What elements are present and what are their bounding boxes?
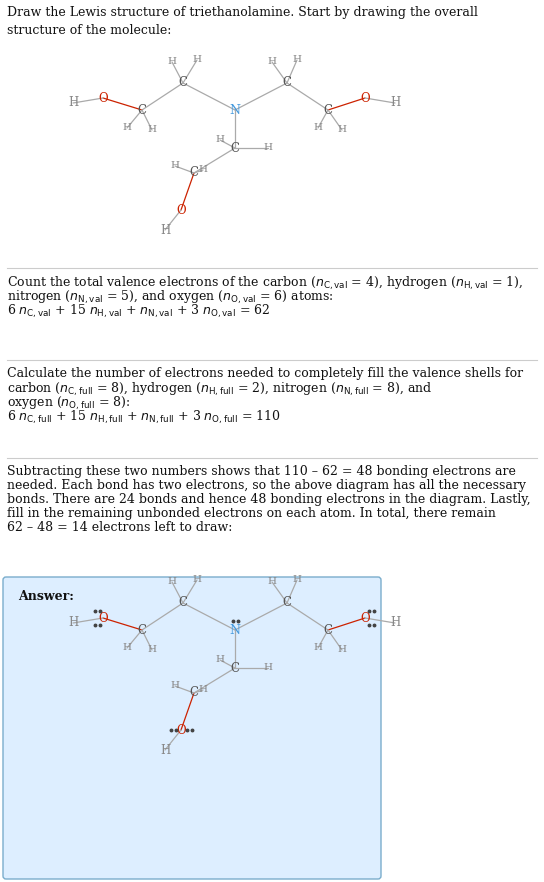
Text: H: H bbox=[313, 123, 323, 132]
Text: H: H bbox=[160, 744, 170, 757]
Text: C: C bbox=[138, 624, 146, 637]
Text: Draw the Lewis structure of triethanolamine. Start by drawing the overall
struct: Draw the Lewis structure of triethanolam… bbox=[7, 6, 478, 36]
Text: O: O bbox=[98, 92, 108, 104]
Text: C: C bbox=[324, 103, 332, 116]
FancyBboxPatch shape bbox=[3, 577, 381, 879]
Text: bonds. There are 24 bonds and hence 48 bonding electrons in the diagram. Lastly,: bonds. There are 24 bonds and hence 48 b… bbox=[7, 493, 530, 506]
Text: C: C bbox=[189, 167, 199, 180]
Text: Subtracting these two numbers shows that 110 – 62 = 48 bonding electrons are: Subtracting these two numbers shows that… bbox=[7, 465, 516, 478]
Text: H: H bbox=[215, 655, 225, 664]
Text: H: H bbox=[147, 646, 157, 654]
Text: C: C bbox=[231, 662, 239, 675]
Text: H: H bbox=[193, 56, 201, 64]
Text: H: H bbox=[215, 136, 225, 145]
Text: H: H bbox=[390, 96, 400, 109]
Text: H: H bbox=[268, 578, 276, 587]
Text: C: C bbox=[231, 141, 239, 154]
Text: H: H bbox=[337, 125, 347, 134]
Text: H: H bbox=[168, 578, 176, 587]
Text: H: H bbox=[390, 617, 400, 630]
Text: carbon ($n_{\mathrm{C,full}}$ = 8), hydrogen ($n_{\mathrm{H,full}}$ = 2), nitrog: carbon ($n_{\mathrm{C,full}}$ = 8), hydr… bbox=[7, 381, 432, 398]
Text: C: C bbox=[282, 596, 292, 609]
Text: O: O bbox=[98, 611, 108, 624]
Text: H: H bbox=[160, 223, 170, 236]
Text: N: N bbox=[230, 103, 240, 116]
Text: C: C bbox=[178, 77, 188, 89]
Text: 6 $n_{\mathrm{C,val}}$ + 15 $n_{\mathrm{H,val}}$ + $n_{\mathrm{N,val}}$ + 3 $n_{: 6 $n_{\mathrm{C,val}}$ + 15 $n_{\mathrm{… bbox=[7, 303, 270, 320]
Text: Answer:: Answer: bbox=[18, 590, 74, 603]
Text: 6 $n_{\mathrm{C,full}}$ + 15 $n_{\mathrm{H,full}}$ + $n_{\mathrm{N,full}}$ + 3 $: 6 $n_{\mathrm{C,full}}$ + 15 $n_{\mathrm… bbox=[7, 409, 281, 426]
Text: oxygen ($n_{\mathrm{O,full}}$ = 8):: oxygen ($n_{\mathrm{O,full}}$ = 8): bbox=[7, 395, 130, 412]
Text: O: O bbox=[360, 92, 370, 104]
Text: H: H bbox=[122, 123, 132, 132]
Text: H: H bbox=[193, 575, 201, 585]
Text: C: C bbox=[189, 686, 199, 699]
Text: Count the total valence electrons of the carbon ($n_{\mathrm{C,val}}$ = 4), hydr: Count the total valence electrons of the… bbox=[7, 275, 523, 292]
Text: C: C bbox=[324, 624, 332, 637]
Text: Calculate the number of electrons needed to completely fill the valence shells f: Calculate the number of electrons needed… bbox=[7, 367, 523, 380]
Text: H: H bbox=[168, 57, 176, 66]
Text: H: H bbox=[337, 646, 347, 654]
Text: H: H bbox=[122, 644, 132, 653]
Text: H: H bbox=[293, 56, 301, 64]
Text: C: C bbox=[282, 77, 292, 89]
Text: N: N bbox=[230, 624, 240, 637]
Text: fill in the remaining unbonded electrons on each atom. In total, there remain: fill in the remaining unbonded electrons… bbox=[7, 507, 496, 520]
Text: needed. Each bond has two electrons, so the above diagram has all the necessary: needed. Each bond has two electrons, so … bbox=[7, 479, 526, 492]
Text: O: O bbox=[176, 723, 186, 736]
Text: H: H bbox=[68, 96, 78, 109]
Text: O: O bbox=[360, 611, 370, 624]
Text: H: H bbox=[170, 161, 180, 170]
Text: H: H bbox=[199, 166, 207, 175]
Text: H: H bbox=[170, 682, 180, 691]
Text: H: H bbox=[263, 144, 273, 153]
Text: C: C bbox=[138, 103, 146, 116]
Text: C: C bbox=[178, 596, 188, 609]
Text: H: H bbox=[268, 57, 276, 66]
Text: H: H bbox=[293, 575, 301, 585]
Text: H: H bbox=[313, 644, 323, 653]
Text: H: H bbox=[68, 617, 78, 630]
Text: H: H bbox=[199, 685, 207, 694]
Text: H: H bbox=[263, 663, 273, 672]
Text: O: O bbox=[176, 204, 186, 216]
Text: H: H bbox=[147, 125, 157, 134]
Text: 62 – 48 = 14 electrons left to draw:: 62 – 48 = 14 electrons left to draw: bbox=[7, 521, 232, 534]
Text: nitrogen ($n_{\mathrm{N,val}}$ = 5), and oxygen ($n_{\mathrm{O,val}}$ = 6) atoms: nitrogen ($n_{\mathrm{N,val}}$ = 5), and… bbox=[7, 289, 333, 306]
